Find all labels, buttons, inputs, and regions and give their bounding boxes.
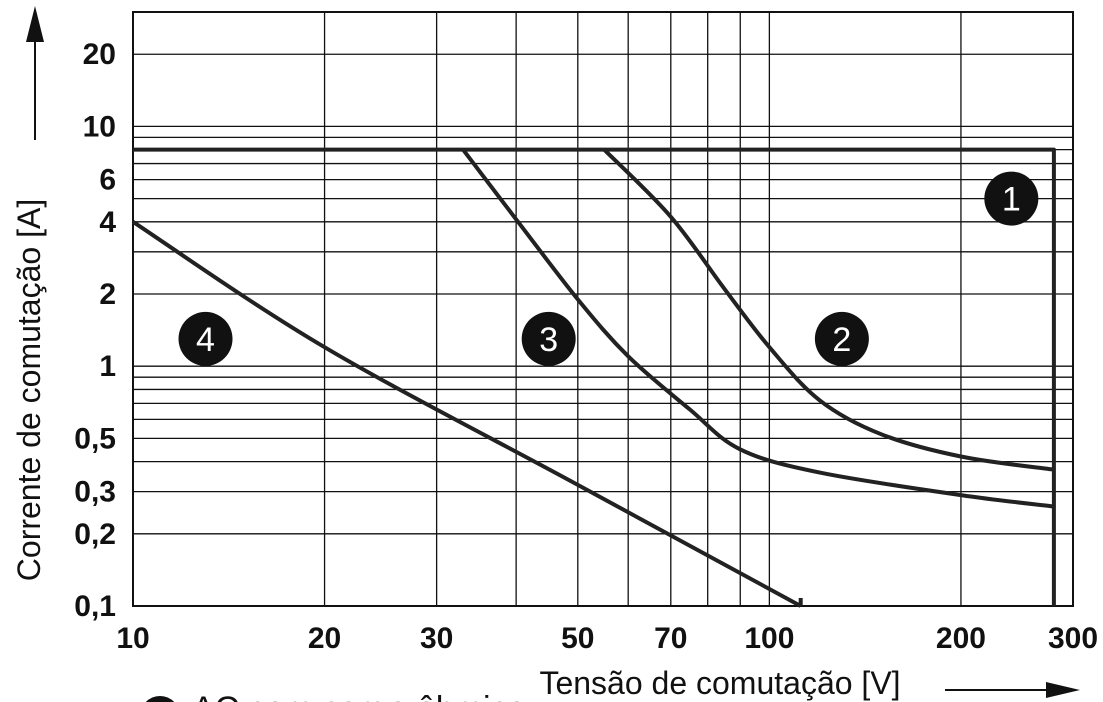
x-axis-label: Tensão de comutação [V] bbox=[539, 665, 900, 701]
callout-label-1: 1 bbox=[1002, 181, 1021, 219]
x-tick-label: 20 bbox=[308, 622, 341, 655]
y-tick-label: 0,2 bbox=[74, 518, 116, 551]
axis-arrows bbox=[26, 6, 1080, 698]
x-tick-label: 300 bbox=[1048, 622, 1098, 655]
footnote: AC com carga ôhmica bbox=[145, 690, 527, 702]
plot-border bbox=[132, 11, 1074, 607]
x-tick-label: 100 bbox=[744, 622, 794, 655]
footnote-badge bbox=[145, 696, 175, 702]
y-axis-label: Corrente de comutação [A] bbox=[11, 199, 47, 581]
callouts: 1 2 3 4 bbox=[178, 171, 1039, 366]
x-axis-arrow-head bbox=[1046, 682, 1080, 698]
y-tick-label: 0,3 bbox=[74, 476, 116, 509]
x-tick-label: 30 bbox=[420, 622, 453, 655]
y-tick-label: 20 bbox=[83, 38, 116, 71]
callout-label-2: 2 bbox=[832, 321, 851, 359]
plot-frame bbox=[132, 11, 1074, 607]
axis-labels: Tensão de comutação [V] Corrente de comu… bbox=[11, 199, 901, 701]
footnote-text: AC com carga ôhmica bbox=[192, 690, 527, 702]
callout-label-4: 4 bbox=[196, 321, 215, 359]
callout-badge-3 bbox=[521, 311, 576, 366]
x-tick-label: 200 bbox=[936, 622, 986, 655]
x-tick-label: 10 bbox=[116, 622, 149, 655]
series-line-1 bbox=[133, 147, 1056, 606]
x-tick-label: 50 bbox=[561, 622, 594, 655]
y-tick-label: 4 bbox=[99, 206, 116, 239]
x-tick-label: 70 bbox=[654, 622, 687, 655]
x-tick-labels: 10 20 30 50 70 100 200 300 bbox=[116, 622, 1098, 655]
callout-badge-4 bbox=[178, 311, 233, 366]
callout-label-3: 3 bbox=[539, 321, 558, 359]
y-axis-arrow-head bbox=[26, 6, 44, 42]
series-line-4 bbox=[131, 220, 802, 608]
y-tick-label: 2 bbox=[99, 278, 116, 311]
series-lines bbox=[131, 147, 1056, 608]
y-tick-label: 0,1 bbox=[74, 590, 116, 623]
y-tick-label: 1 bbox=[99, 350, 116, 383]
series-line-2 bbox=[602, 148, 1055, 472]
callout-badge-2 bbox=[814, 311, 869, 366]
y-tick-label: 0,5 bbox=[74, 422, 116, 455]
y-tick-label: 10 bbox=[83, 110, 116, 143]
y-tick-labels: 0,1 0,2 0,3 0,5 1 2 4 6 10 20 bbox=[74, 38, 116, 623]
y-tick-label: 6 bbox=[99, 164, 116, 197]
grid bbox=[132, 11, 1074, 607]
callout-badge-1 bbox=[984, 171, 1039, 226]
series-line-3 bbox=[461, 148, 1055, 509]
